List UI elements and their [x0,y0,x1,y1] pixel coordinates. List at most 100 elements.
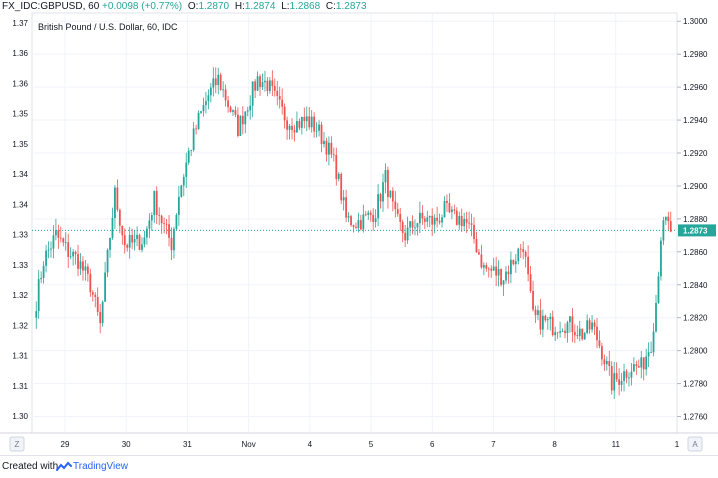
candle [59,226,62,243]
candle-body [357,220,360,228]
candle [118,208,121,233]
left-price-axis[interactable]: 1.37 1.36 1.36 1.35 1.35 1.34 1.34 1.33 1.33 1.32… [12,19,28,421]
candle-body [271,80,274,87]
candle-body [475,239,478,253]
candle [667,211,670,231]
candle-body [126,245,129,248]
candle [377,184,379,227]
candle-body [556,332,559,334]
time-tick-label: 30 [122,440,131,449]
candle [470,213,473,237]
candle-body [352,225,355,227]
chart-grid [0,12,718,434]
candle-body [96,296,99,312]
candle-body [458,216,461,225]
candle [64,232,67,251]
candle-body [423,218,426,222]
price-chart[interactable]: British Pound / U.S. Dollar, 60, IDC 1.3… [0,0,718,455]
candle-body [618,379,621,385]
candle [155,186,158,225]
candle-body [519,248,522,250]
timezone-button[interactable]: Z [9,436,25,452]
candle-body [446,201,448,203]
candle [551,310,554,337]
right-tick-label: 1.2780 [683,380,708,389]
candle [94,292,97,308]
candle [153,190,156,224]
candle [359,214,362,231]
candle [74,250,77,265]
candle-body [330,142,333,155]
candle [514,254,517,273]
candle [79,253,82,276]
candle [281,88,284,115]
left-tick-label: 1.35 [12,110,28,119]
candle-body [571,316,574,333]
candle-body [150,215,153,221]
candle-body [401,221,404,233]
candle-body [340,173,343,201]
right-tick-label: 1.2980 [683,50,708,59]
candle [104,261,106,302]
right-tick-label: 1.2760 [683,413,708,422]
auto-scale-button[interactable]: A [687,436,703,452]
candle [598,330,601,349]
candle-body [394,201,397,210]
candle [146,226,148,245]
candle [286,116,288,140]
candle [532,280,534,312]
candle-body [180,185,183,197]
candle-body [77,254,79,269]
candle [382,173,384,212]
candle-body [664,216,667,221]
time-tick-label: 6 [430,440,435,449]
candle [453,204,456,215]
candle-body [382,182,384,202]
candle-body [623,371,625,382]
candle [298,118,301,131]
symbol-label[interactable]: FX_IDC:GBPUSD, 60 [2,1,100,12]
candle-body [305,116,308,122]
candle-body [342,197,345,201]
candle-body [652,331,655,353]
candle-body [581,328,584,340]
low-value: 1.2868 [289,1,321,12]
candle [537,305,539,321]
candle-body [182,176,185,186]
candle [657,271,660,304]
candle-body [453,209,456,211]
candle [47,241,50,259]
candle-body [470,223,473,225]
left-tick-label: 1.30 [12,412,28,421]
candle [246,106,249,117]
candle-body [463,218,466,227]
candle [141,237,143,253]
right-price-axis[interactable]: 1.3000 1.2980 1.2960 1.2940 1.2920 1.2900 1.28… [677,17,708,422]
candle [517,247,520,265]
candle [588,317,591,334]
candle [618,368,621,396]
candle-body [637,366,640,368]
candle-body [438,220,441,223]
candle [529,265,532,293]
candle [315,122,318,138]
candle-body [448,202,451,213]
candle [276,80,279,106]
candle-body [195,128,197,130]
candle-body [52,235,55,249]
candle [401,219,404,243]
tradingview-link[interactable]: TradingView [73,461,129,472]
candle-body [109,237,111,250]
footer: Created with TradingView [0,455,718,478]
candle [271,70,274,97]
candle [593,319,596,335]
candle-body [101,301,104,324]
candle [57,224,60,249]
candle-body [632,364,635,372]
candle [564,323,566,339]
candles [35,67,672,399]
candle-body [399,214,402,222]
candle [576,325,579,340]
time-axis[interactable]: 29 30 31 Nov 4 5 6 7 8 11 1 [61,440,680,449]
candle-body [414,227,416,229]
